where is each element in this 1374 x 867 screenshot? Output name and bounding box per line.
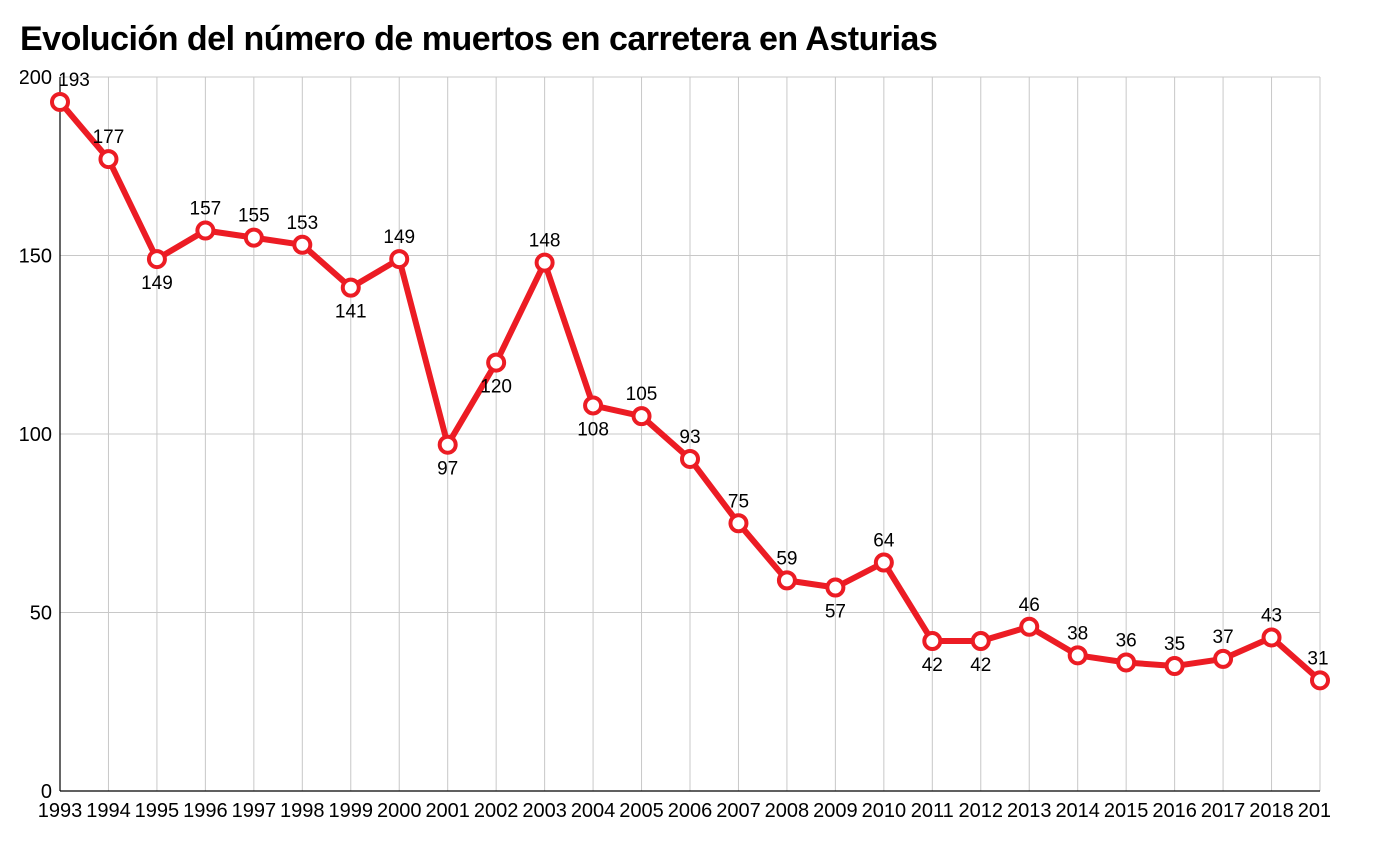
data-marker [1215, 651, 1231, 667]
chart-title: Evolución del número de muertos en carre… [20, 20, 1354, 59]
data-marker [343, 280, 359, 296]
value-label: 38 [1067, 623, 1088, 644]
x-tick-label: 2004 [571, 800, 616, 822]
data-marker [246, 230, 262, 246]
value-label: 46 [1019, 595, 1040, 616]
data-marker [391, 251, 407, 267]
y-tick-label: 100 [20, 424, 52, 446]
data-marker [876, 555, 892, 571]
x-tick-label: 2010 [862, 800, 907, 822]
data-marker [827, 580, 843, 596]
value-label: 31 [1307, 648, 1328, 669]
x-tick-label: 1999 [329, 800, 374, 822]
value-label: 108 [577, 419, 609, 440]
x-tick-label: 2009 [813, 800, 858, 822]
value-label: 149 [141, 273, 173, 294]
data-marker [488, 355, 504, 371]
value-label: 148 [529, 231, 561, 252]
data-marker [100, 151, 116, 167]
value-label: 64 [873, 531, 895, 552]
x-tick-label: 2014 [1055, 800, 1100, 822]
value-label: 57 [825, 602, 846, 623]
value-label: 153 [286, 213, 318, 234]
data-marker [730, 515, 746, 531]
plot-area: 0501001502001993199419951996199719981999… [20, 67, 1354, 827]
y-tick-label: 50 [30, 603, 52, 625]
data-marker [1118, 654, 1134, 670]
data-marker [973, 633, 989, 649]
x-tick-label: 2013 [1007, 800, 1052, 822]
value-label: 35 [1164, 634, 1185, 655]
data-marker [1167, 658, 1183, 674]
x-tick-label: 1997 [232, 800, 277, 822]
data-marker [52, 94, 68, 110]
data-marker [924, 633, 940, 649]
x-tick-label: 2001 [425, 800, 470, 822]
x-tick-label: 1996 [183, 800, 228, 822]
x-tick-label: 2005 [619, 800, 664, 822]
x-tick-label: 2018 [1249, 800, 1294, 822]
data-marker [1070, 647, 1086, 663]
value-label: 105 [626, 384, 658, 405]
chart-container: Evolución del número de muertos en carre… [20, 20, 1354, 847]
x-tick-label: 2007 [716, 800, 761, 822]
data-marker [537, 255, 553, 271]
value-label: 36 [1116, 630, 1137, 651]
y-tick-label: 200 [20, 67, 52, 89]
data-marker [197, 223, 213, 239]
value-label: 42 [922, 655, 943, 676]
value-label: 37 [1213, 627, 1234, 648]
value-label: 149 [383, 227, 415, 248]
x-tick-label: 1994 [86, 800, 131, 822]
data-marker [779, 572, 795, 588]
data-marker [149, 251, 165, 267]
x-tick-label: 2000 [377, 800, 422, 822]
line-chart-svg: 0501001502001993199419951996199719981999… [20, 67, 1330, 827]
x-tick-label: 2006 [668, 800, 713, 822]
value-label: 59 [776, 548, 797, 569]
data-marker [634, 408, 650, 424]
x-tick-label: 2019 [1298, 800, 1330, 822]
value-label: 42 [970, 655, 991, 676]
value-label: 155 [238, 206, 270, 227]
data-marker [440, 437, 456, 453]
data-marker [294, 237, 310, 253]
x-tick-label: 1993 [38, 800, 83, 822]
x-tick-label: 2015 [1104, 800, 1149, 822]
x-tick-label: 1995 [135, 800, 180, 822]
value-label: 43 [1261, 605, 1282, 626]
x-tick-label: 2017 [1201, 800, 1246, 822]
data-marker [585, 397, 601, 413]
y-tick-label: 150 [20, 246, 52, 268]
value-label: 120 [480, 377, 512, 398]
value-label: 97 [437, 459, 458, 480]
value-label: 141 [335, 302, 367, 323]
value-label: 75 [728, 491, 749, 512]
x-tick-label: 2011 [911, 800, 954, 822]
x-tick-label: 2003 [522, 800, 567, 822]
data-marker [1264, 629, 1280, 645]
x-tick-label: 1998 [280, 800, 325, 822]
value-label: 157 [190, 199, 222, 220]
value-label: 93 [679, 427, 700, 448]
x-tick-label: 2002 [474, 800, 519, 822]
x-tick-label: 2008 [765, 800, 810, 822]
value-label: 177 [93, 127, 125, 148]
x-tick-label: 2016 [1152, 800, 1197, 822]
x-tick-label: 2012 [959, 800, 1004, 822]
value-label: 193 [58, 70, 90, 91]
data-marker [682, 451, 698, 467]
data-marker [1312, 672, 1328, 688]
data-marker [1021, 619, 1037, 635]
